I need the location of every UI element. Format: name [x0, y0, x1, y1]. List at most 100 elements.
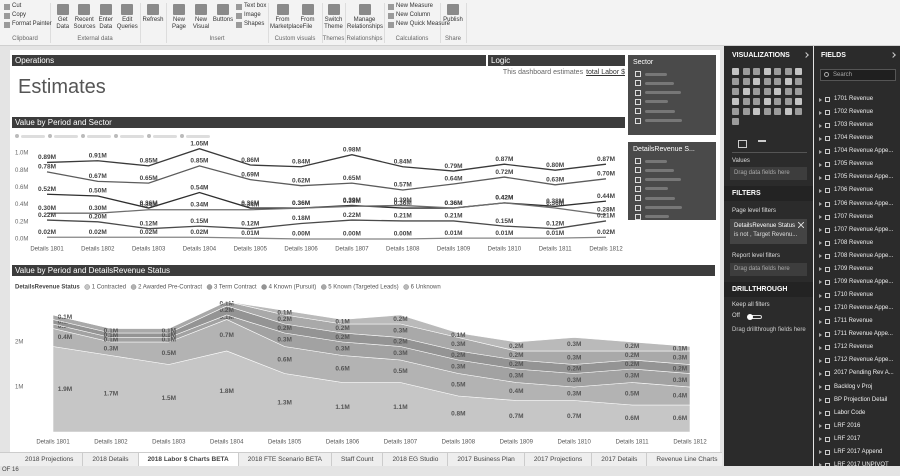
section-title: DRILLTHROUGH: [732, 286, 788, 293]
field-item[interactable]: 1712 Revenue: [834, 344, 874, 351]
pane-section-header: FILTERS: [724, 186, 813, 201]
page-tab[interactable]: 2018 FTE Scenario BETA: [239, 453, 333, 466]
ribbon-small-icon: [388, 22, 394, 28]
field-item[interactable]: 1711 Revenue Appe...: [834, 331, 893, 338]
expand-arrow: [819, 306, 822, 311]
page-tab[interactable]: Revenue Line Charts: [647, 453, 722, 466]
ribbon-button[interactable]: New Quick Measure: [396, 21, 451, 27]
ribbon-button[interactable]: New Visual: [192, 17, 210, 30]
field-item[interactable]: 1709 Revenue: [834, 265, 874, 272]
slicer-checkbox: [635, 185, 641, 192]
field-item[interactable]: LRF 2016: [834, 422, 861, 429]
ribbon-button[interactable]: New Page: [171, 17, 186, 30]
header-bar-text: Operations: [15, 56, 55, 65]
field-item[interactable]: 1708 Revenue: [834, 239, 874, 246]
page-tab[interactable]: 2018 Details: [83, 453, 139, 466]
field-item[interactable]: 1704 Revenue: [834, 135, 874, 142]
ribbon-button[interactable]: From Marketplace: [270, 17, 303, 30]
table-icon: [825, 123, 830, 129]
ribbon-button[interactable]: Edit Queries: [116, 17, 138, 30]
search-icon: [824, 72, 829, 77]
field-item[interactable]: LRF 2017 Append: [834, 448, 883, 455]
ribbon-button[interactable]: Switch Theme: [324, 17, 343, 30]
format-tab-icon: [758, 140, 766, 148]
table-icon: [825, 293, 830, 299]
ribbon-button[interactable]: Recent Sources: [73, 17, 96, 30]
page-tab[interactable]: 2017 Details: [592, 453, 648, 466]
visual-icon: [753, 68, 760, 75]
field-item[interactable]: 1710 Revenue: [834, 292, 874, 299]
field-item[interactable]: Backlog v Proj: [834, 383, 873, 390]
field-item[interactable]: 1703 Revenue: [834, 122, 874, 129]
slicer-item-blurred: [645, 159, 667, 163]
ribbon-button[interactable]: Enter Data: [98, 17, 113, 30]
page-tab[interactable]: 2017 Business Plan: [448, 453, 525, 466]
filter-condition: is not , Target Revenu...: [734, 232, 798, 238]
field-item[interactable]: 1706 Revenue: [834, 187, 874, 194]
ribbon-button[interactable]: New Column: [396, 12, 431, 18]
ribbon-button[interactable]: New Measure: [396, 3, 434, 9]
field-item[interactable]: BP Projection Detail: [834, 396, 888, 403]
field-item[interactable]: 1708 Revenue Appe...: [834, 252, 894, 259]
expand-arrow: [819, 110, 822, 115]
field-item[interactable]: Labor Code: [834, 409, 866, 416]
slicer-item-blurred: [645, 109, 675, 113]
ribbon-button[interactable]: Get Data: [56, 17, 70, 30]
page-tab[interactable]: 2017 Projections: [525, 453, 593, 466]
chart-header-text: Value by Period and DetailsRevenue Statu…: [15, 266, 171, 275]
page-tab[interactable]: 2018 EG Studio: [383, 453, 449, 466]
slicer-checkbox: [635, 158, 641, 164]
group-separator: [322, 3, 323, 43]
ribbon-button[interactable]: From File: [300, 17, 315, 30]
ribbon-button[interactable]: Shapes: [244, 21, 265, 27]
expand-arrow: [819, 228, 822, 233]
visual-icon: [732, 118, 739, 125]
note-link[interactable]: total Labor $: [586, 69, 625, 76]
page-tab[interactable]: 2018 Projections: [16, 453, 84, 466]
legend-text-blurred: [153, 134, 177, 138]
pane-section-header: DRILLTHROUGH: [724, 282, 813, 297]
field-item[interactable]: 2017 Pending Rev A...: [834, 370, 894, 377]
page-tab[interactable]: Staff Count: [332, 453, 384, 466]
page-tabs: 2018 Projections 2018 Details 2018 Labor $…: [0, 452, 722, 466]
field-item[interactable]: 1707 Revenue: [834, 213, 874, 220]
visual-icon: [732, 88, 739, 95]
ribbon-icon: [56, 4, 69, 15]
visual-icon: [795, 98, 802, 105]
fields-tab-icon: [738, 140, 747, 148]
table-icon: [825, 345, 830, 351]
legend-text-blurred: [87, 134, 111, 138]
ribbon-button[interactable]: Text box: [244, 3, 267, 9]
field-item[interactable]: 1707 Revenue Appe...: [834, 226, 894, 233]
visual-icon: [763, 68, 771, 75]
ribbon-button[interactable]: Manage Relationships: [347, 17, 384, 30]
ribbon-button[interactable]: Refresh: [142, 17, 164, 23]
visual-icon: [763, 78, 771, 85]
field-item[interactable]: LRF 2017: [834, 435, 861, 442]
page-tab[interactable]: 2018 Labor $ Charts BETA: [138, 453, 239, 466]
expand-arrow: [819, 332, 822, 337]
slicer-title: DetailsRevenue S...: [633, 146, 695, 153]
visual-icon: [774, 98, 781, 105]
field-item[interactable]: 1705 Revenue: [834, 161, 874, 168]
field-item[interactable]: 1705 Revenue Appe...: [834, 174, 894, 181]
field-item[interactable]: 1710 Revenue Appe...: [834, 305, 894, 312]
field-item[interactable]: 1709 Revenue Appe...: [834, 278, 894, 285]
ribbon-button[interactable]: Buttons: [212, 17, 234, 23]
visual-icon: [763, 98, 771, 105]
field-item[interactable]: 1711 Revenue: [834, 318, 873, 325]
ribbon-button[interactable]: Image: [244, 12, 261, 18]
fields-pane: FIELDS Search 1701 Revenue 1702 Revenue 1703…: [814, 46, 900, 476]
ribbon-button[interactable]: Publish: [443, 17, 463, 23]
field-item[interactable]: 1712 Revenue Appe...: [834, 357, 894, 364]
field-item[interactable]: 1701 Revenue: [834, 96, 874, 102]
expand-arrow: [819, 398, 822, 403]
ribbon-button[interactable]: Format Painter: [12, 21, 52, 27]
field-item[interactable]: 1704 Revenue Appe...: [834, 148, 894, 155]
field-item[interactable]: LRF 2017 UNPIVOT: [834, 461, 889, 468]
table-icon: [825, 201, 830, 207]
field-item[interactable]: 1702 Revenue: [834, 109, 874, 116]
ribbon-button[interactable]: Copy: [12, 12, 27, 18]
ribbon-button[interactable]: Cut: [12, 3, 22, 9]
field-item[interactable]: 1706 Revenue Appe...: [834, 200, 894, 207]
